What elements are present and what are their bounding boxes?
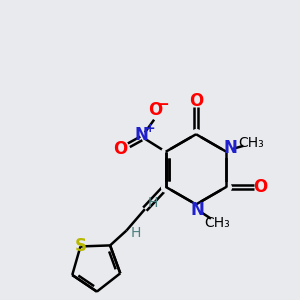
Text: CH₃: CH₃ [204, 216, 230, 230]
Text: S: S [74, 237, 86, 255]
Text: N: N [134, 126, 148, 144]
Text: O: O [253, 178, 268, 196]
Text: N: N [190, 201, 205, 219]
Text: O: O [113, 140, 128, 158]
Text: CH₃: CH₃ [238, 136, 264, 150]
Text: O: O [189, 92, 203, 110]
Text: +: + [145, 122, 156, 135]
Text: H: H [130, 226, 141, 240]
Text: N: N [223, 139, 237, 157]
Text: −: − [157, 97, 169, 112]
Text: H: H [147, 196, 158, 210]
Text: O: O [148, 101, 163, 119]
